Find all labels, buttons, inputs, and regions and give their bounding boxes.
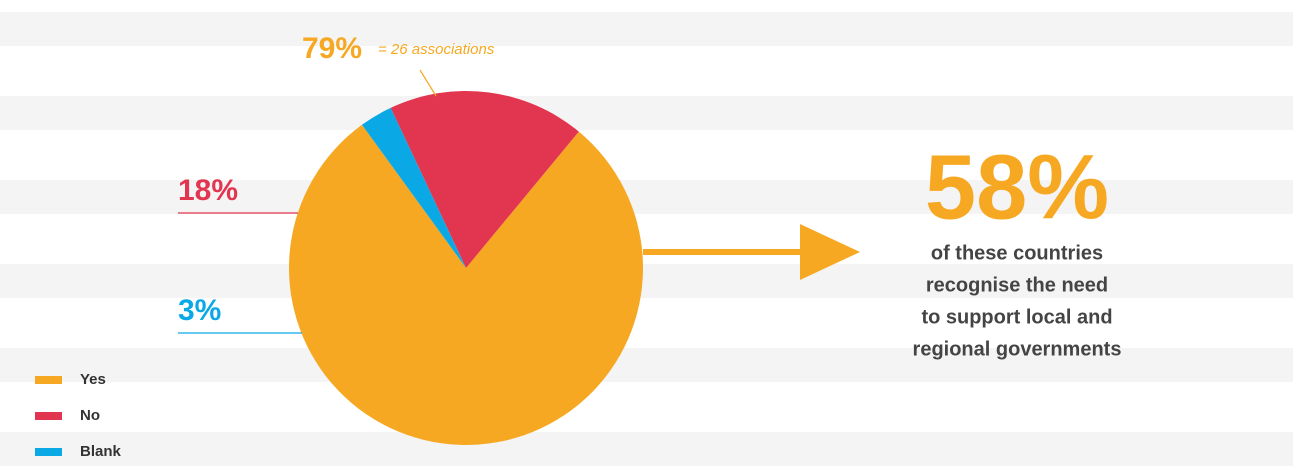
pie-slice [289, 124, 643, 446]
stripe [0, 264, 1293, 298]
callout-headline: 58% [925, 136, 1109, 238]
legend-label: No [80, 407, 100, 424]
background-stripes [0, 12, 1293, 466]
annotation: = 26 associations [378, 41, 495, 58]
stripe [0, 348, 1293, 382]
callout-line: recognise the need [926, 274, 1108, 296]
stripe [0, 12, 1293, 46]
callout-line: regional governments [913, 338, 1122, 360]
pie-slice [390, 91, 579, 268]
stripe [0, 180, 1293, 214]
arrow-head [800, 224, 860, 280]
callout-line: of these countries [931, 242, 1103, 264]
callout-line: to support local and [921, 306, 1112, 328]
leader-line [419, 69, 437, 97]
legend-label: Blank [80, 443, 122, 460]
stripe [0, 96, 1293, 130]
legend-label: Yes [80, 371, 106, 388]
stripe [0, 432, 1293, 466]
legend-swatch [35, 448, 62, 456]
slice-label: 3% [178, 294, 221, 327]
arrow [643, 224, 860, 280]
legend-swatch [35, 376, 62, 384]
legend-swatch [35, 412, 62, 420]
pie-slice [361, 107, 466, 268]
slice-label: 79% [302, 32, 362, 65]
slice-label: 18% [178, 174, 238, 207]
